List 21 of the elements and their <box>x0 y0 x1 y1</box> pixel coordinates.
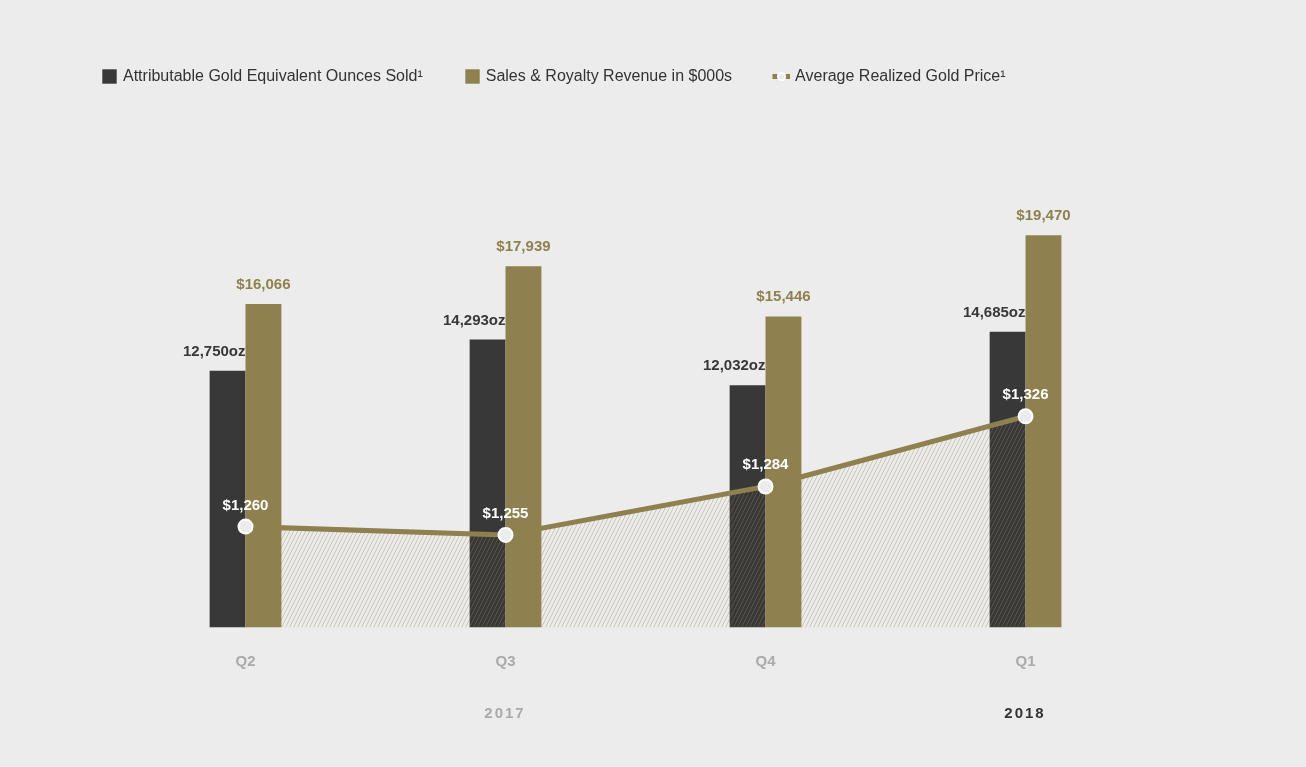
data-label: 14,685oz <box>962 302 1026 320</box>
x-tick-label: Q2 <box>235 651 256 669</box>
x-tick-label: Q3 <box>495 651 516 669</box>
data-label: $1,260 <box>222 495 269 513</box>
data-label: $1,255 <box>482 503 529 521</box>
legend-label: Average Realized Gold Price¹ <box>795 67 1006 85</box>
legend-label: Attributable Gold Equivalent Ounces Sold¹ <box>123 67 423 85</box>
text: 2018 <box>1003 703 1047 723</box>
x-tick-label: Q4 <box>755 651 777 669</box>
data-label: 12,032oz <box>702 356 766 374</box>
data-label: $1,284 <box>742 455 790 473</box>
data-label: $16,066 <box>236 274 291 292</box>
data-label: $1,326 <box>1002 385 1049 403</box>
data-label: $19,470 <box>1016 206 1071 224</box>
data-label: 14,293oz <box>442 310 506 328</box>
data-label: $15,446 <box>756 287 811 305</box>
legend-label: Sales & Royalty Revenue in $000s <box>485 67 733 85</box>
data-label: $17,939 <box>496 237 551 255</box>
data-label: 12,750oz <box>182 341 246 359</box>
text: 2017 <box>483 703 527 723</box>
x-tick-label: Q1 <box>1015 651 1036 669</box>
